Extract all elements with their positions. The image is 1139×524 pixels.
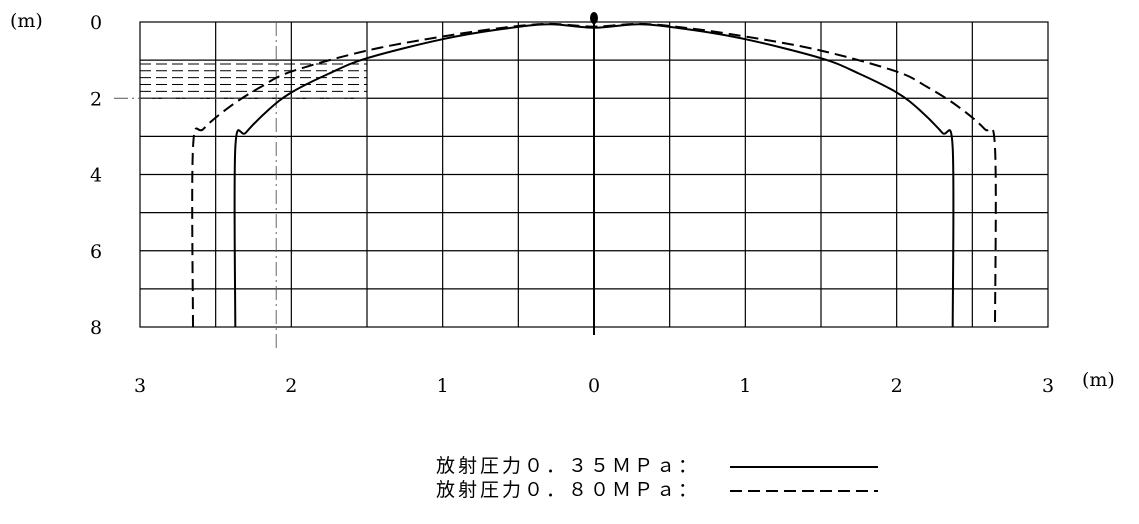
x-tick-label: 3	[134, 375, 146, 397]
x-tick-label: 2	[891, 375, 903, 397]
reference-lines	[114, 22, 367, 352]
tick-labels: 0 2 4 6 8 3 2 1 0 1 2 3	[90, 12, 1054, 397]
x-tick-label: 2	[285, 375, 297, 397]
x-tick-label: 1	[739, 375, 751, 397]
y-tick-label: 8	[90, 317, 102, 339]
y-tick-label: 4	[90, 165, 102, 187]
legend-label: 放射圧力０．８０ＭＰａ：	[436, 479, 700, 501]
nozzle-mark	[590, 12, 598, 24]
legend-label: 放射圧力０．３５ＭＰａ：	[436, 455, 700, 477]
hatched-region	[140, 63, 367, 99]
y-axis-unit: (m)	[10, 10, 43, 32]
legend: 放射圧力０．３５ＭＰａ：放射圧力０．８０ＭＰａ：	[436, 455, 878, 501]
y-tick-label: 6	[90, 241, 102, 263]
x-tick-label: 3	[1042, 375, 1054, 397]
x-tick-label: 0	[588, 375, 600, 397]
x-axis-unit: (m)	[1082, 369, 1115, 391]
series-curves	[191, 12, 997, 335]
y-tick-label: 0	[90, 12, 102, 34]
y-tick-label: 2	[90, 88, 102, 110]
x-tick-label: 1	[437, 375, 449, 397]
